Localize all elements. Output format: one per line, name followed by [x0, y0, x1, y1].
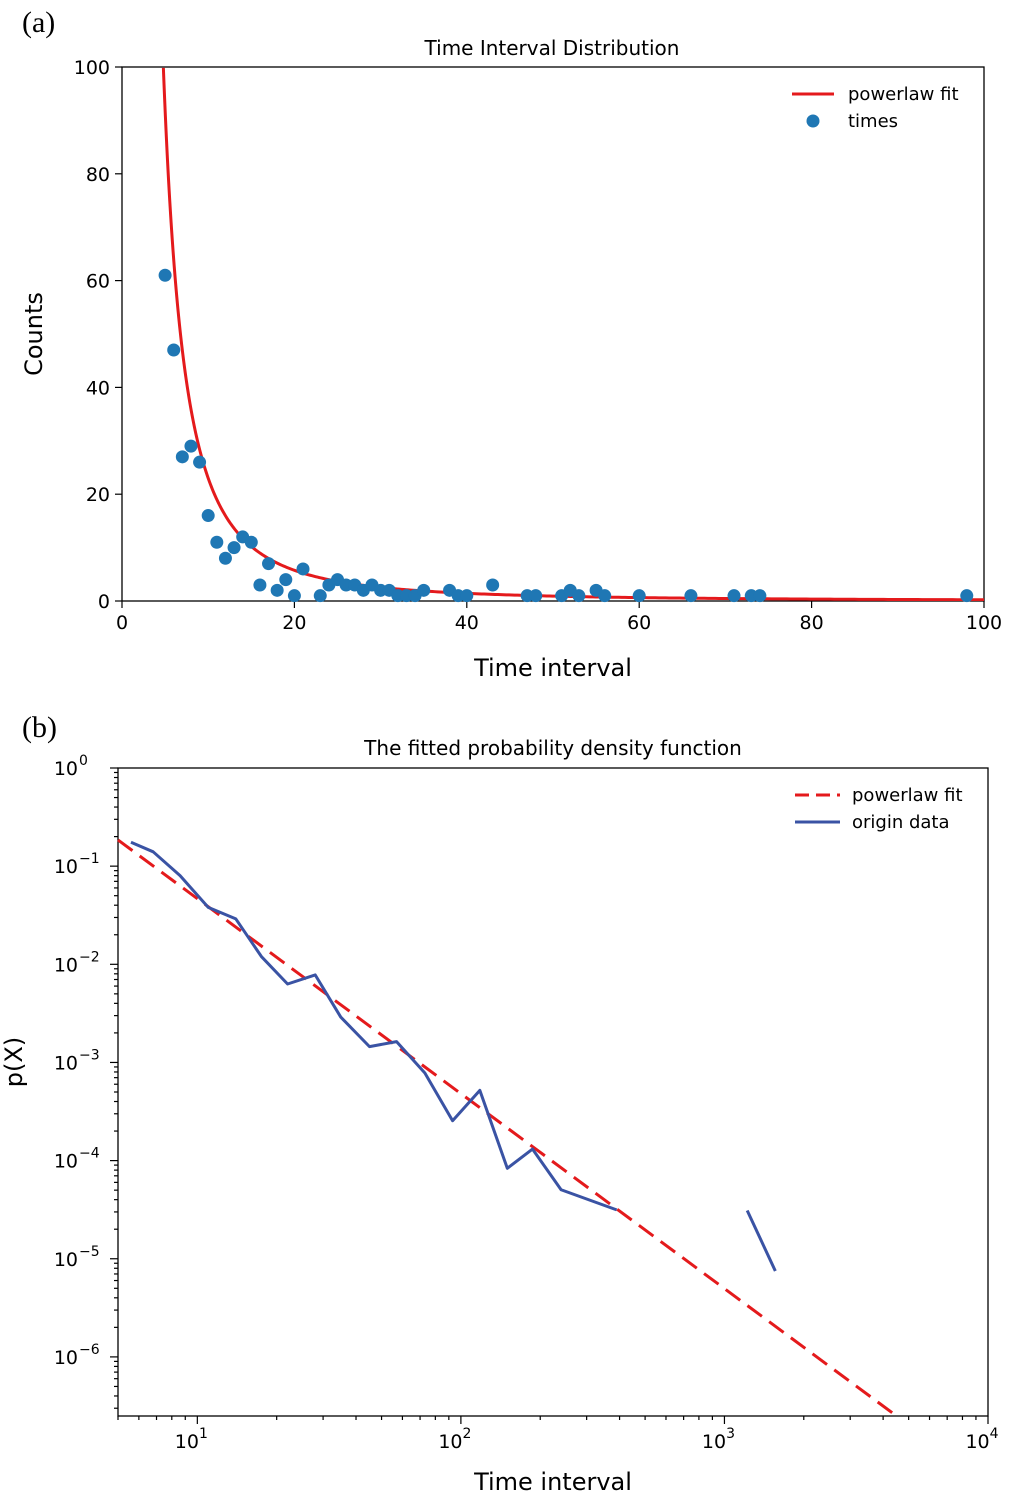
y-tick-label: 10−6 — [54, 1342, 100, 1369]
panel-b-y-axis-label: p(X) — [0, 1037, 28, 1087]
times-data-point — [572, 589, 586, 603]
y-tick-label: 80 — [86, 164, 110, 186]
legend-times-label: times — [848, 111, 898, 132]
y-tick-label: 10−1 — [54, 851, 100, 878]
panel-a-scatter-chart: (a) Time Interval Distribution 0 20 40 60 80… — [20, 6, 1002, 682]
times-data-point — [632, 589, 646, 603]
times-data-point — [296, 562, 310, 576]
y-tick-label: 10−3 — [54, 1047, 100, 1074]
times-data-point — [244, 535, 258, 549]
times-data-point — [279, 573, 293, 587]
y-tick-label: 10−2 — [54, 949, 100, 976]
times-data-point — [417, 583, 431, 597]
times-data-point — [253, 578, 267, 592]
y-tick-label: 60 — [86, 271, 110, 293]
y-tick-label: 0 — [98, 591, 110, 613]
times-data-point — [313, 589, 327, 603]
x-tick-label: 103 — [702, 1426, 735, 1453]
powerlaw-fit-line — [161, 67, 984, 601]
times-data-point — [486, 578, 500, 592]
legend-times-marker-swatch — [806, 114, 820, 128]
panel-a-label: (a) — [22, 6, 55, 39]
x-tick-label: 20 — [282, 612, 306, 634]
x-tick-label: 60 — [627, 612, 651, 634]
y-tick-label: 10−4 — [54, 1146, 100, 1173]
panel-b-plot-frame — [117, 767, 989, 1417]
legend-powerlaw-label: powerlaw fit — [852, 785, 963, 806]
times-data-point — [193, 455, 207, 469]
times-data-point — [227, 541, 241, 555]
times-data-point — [175, 450, 189, 464]
x-tick-label: 101 — [175, 1426, 208, 1453]
times-data-point — [210, 535, 224, 549]
times-data-point — [218, 551, 232, 565]
panel-b-title: The fitted probability density function — [363, 736, 742, 760]
y-tick-label: 100 — [74, 57, 110, 79]
times-data-point — [184, 439, 198, 453]
times-data-point — [727, 589, 741, 603]
x-tick-label: 40 — [455, 612, 479, 634]
panel-b-x-axis-label: Time interval — [473, 1468, 632, 1496]
times-data-point — [167, 343, 181, 357]
x-tick-label: 104 — [965, 1426, 998, 1453]
panel-a-y-axis-label: Counts — [20, 292, 48, 376]
legend-fit-label: powerlaw fit — [848, 84, 959, 105]
times-data-point — [529, 589, 543, 603]
powerlaw-fit-dashed-line — [117, 838, 898, 1418]
y-tick-label: 100 — [54, 753, 88, 780]
origin-data-line-segment — [130, 840, 618, 1212]
x-tick-label: 0 — [116, 612, 128, 634]
y-tick-label: 20 — [86, 484, 110, 506]
x-tick-label: 102 — [438, 1426, 471, 1453]
panel-b-label: (b) — [22, 711, 57, 744]
y-tick-label: 40 — [86, 377, 110, 399]
times-data-point — [201, 509, 215, 523]
panel-a-x-axis-label: Time interval — [473, 654, 632, 682]
times-data-point — [684, 589, 698, 603]
panel-a-plot-frame — [121, 66, 985, 602]
times-data-point — [598, 589, 612, 603]
times-data-point — [270, 583, 284, 597]
x-tick-label: 100 — [966, 612, 1002, 634]
legend-origin-label: origin data — [852, 812, 950, 833]
times-data-point — [262, 557, 276, 571]
origin-data-line-segment — [745, 1209, 777, 1272]
panel-b-loglog-chart: (b) The fitted probability density funct… — [0, 711, 999, 1496]
times-data-point — [460, 589, 474, 603]
y-tick-label: 10−5 — [54, 1244, 100, 1271]
panel-a-legend: powerlaw fit times — [792, 84, 959, 132]
times-data-point — [960, 589, 974, 603]
panel-a-title: Time Interval Distribution — [424, 36, 680, 60]
panel-b-legend: powerlaw fit origin data — [795, 785, 963, 833]
x-tick-label: 80 — [800, 612, 824, 634]
times-data-point — [287, 589, 301, 603]
times-data-point — [158, 268, 172, 282]
times-data-point — [753, 589, 767, 603]
